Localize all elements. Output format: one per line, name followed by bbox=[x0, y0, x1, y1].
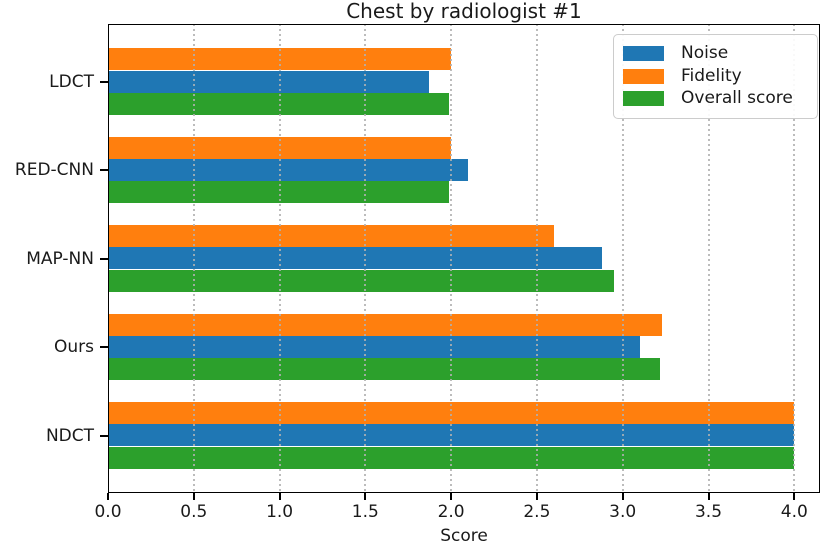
y-tick-label-map-nn: MAP-NN bbox=[26, 248, 94, 269]
bar-ours-noise bbox=[108, 335, 640, 358]
legend-swatch-fidelity bbox=[623, 68, 664, 84]
y-tick bbox=[100, 257, 108, 260]
gridline-x-4 bbox=[793, 24, 796, 493]
x-tick bbox=[450, 493, 453, 500]
x-tick-label: 2.5 bbox=[523, 502, 551, 522]
legend: Noise Fidelity Overall score bbox=[613, 34, 818, 119]
chart-title: Chest by radiologist #1 bbox=[346, 0, 582, 23]
gridline-x-3 bbox=[621, 24, 624, 493]
x-tick bbox=[107, 493, 109, 500]
x-tick bbox=[535, 493, 538, 500]
gridline-x-1 bbox=[278, 24, 281, 493]
x-tick bbox=[192, 493, 195, 500]
legend-item-overall-score: Overall score bbox=[623, 89, 805, 108]
legend-label-fidelity: Fidelity bbox=[681, 65, 742, 86]
x-tick-label: 2.0 bbox=[437, 502, 465, 522]
x-tick-label: 0.5 bbox=[180, 502, 208, 522]
gridline-x-2-5 bbox=[535, 24, 538, 493]
gridline-x-3-5 bbox=[707, 24, 710, 493]
x-tick-label: 3.5 bbox=[694, 502, 723, 522]
bar-ours-overall-score bbox=[108, 358, 661, 381]
bar-map-nn-overall-score bbox=[108, 269, 615, 292]
bar-map-nn-noise bbox=[108, 247, 603, 270]
y-tick-label-red-cnn: RED-CNN bbox=[14, 160, 94, 180]
legend-label-overall-score: Overall score bbox=[681, 88, 793, 108]
x-tick-label: 3.0 bbox=[609, 502, 637, 522]
bar-ours-fidelity bbox=[108, 313, 663, 336]
y-tick bbox=[100, 169, 108, 171]
legend-item-noise: Noise bbox=[623, 44, 805, 63]
bar-ldct-noise bbox=[108, 70, 429, 93]
gridline-x-2 bbox=[450, 24, 453, 493]
gridline-x-0-5 bbox=[192, 24, 195, 493]
x-tick bbox=[793, 493, 796, 500]
x-tick bbox=[707, 493, 710, 500]
legend-label-noise: Noise bbox=[681, 43, 729, 63]
x-tick-label: 4.0 bbox=[780, 502, 808, 522]
y-tick-label-ldct: LDCT bbox=[49, 71, 94, 92]
bar-map-nn-fidelity bbox=[108, 225, 555, 248]
x-tick bbox=[364, 493, 367, 500]
x-tick-label: 0.0 bbox=[94, 502, 122, 522]
x-tick bbox=[278, 493, 281, 500]
x-axis-title: Score bbox=[440, 526, 488, 546]
legend-swatch-overall-score bbox=[623, 91, 664, 106]
y-tick bbox=[100, 80, 108, 83]
legend-swatch-noise bbox=[623, 46, 664, 61]
y-tick bbox=[100, 434, 108, 437]
y-tick-label-ndct: NDCT bbox=[45, 425, 94, 446]
gridline-x-1-5 bbox=[364, 24, 367, 493]
legend-item-fidelity: Fidelity bbox=[623, 65, 805, 86]
y-tick bbox=[100, 346, 108, 348]
x-tick bbox=[621, 493, 624, 500]
x-tick-label: 1.0 bbox=[266, 502, 294, 522]
x-tick-label: 1.5 bbox=[351, 502, 379, 522]
y-tick-label-ours: Ours bbox=[53, 337, 94, 357]
bar-red-cnn-noise bbox=[108, 158, 469, 181]
